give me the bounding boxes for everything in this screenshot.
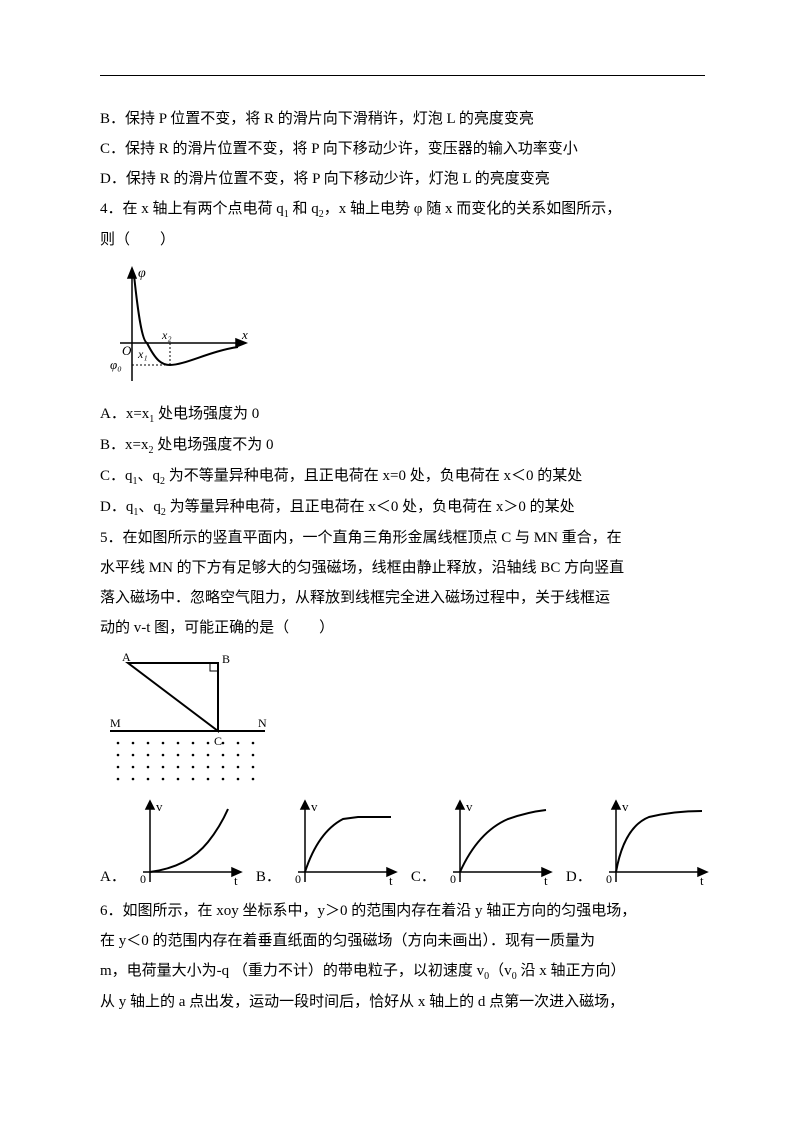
x1-label: x₁	[137, 347, 148, 361]
vt-graph-c: v t 0	[438, 797, 558, 892]
triangle-field-diagram: A B M N C {"x0":18,"y0":92,"dx":15,"dy":…	[100, 651, 705, 791]
q6-t3: 沿 x 轴正方向）	[517, 963, 626, 979]
q4-opt-a: A．x=x1 处电场强度为 0	[100, 399, 705, 430]
q6-l1: 6．如图所示，在 xoy 坐标系中，y＞0 的范围内存在着沿 y 轴正方向的匀强…	[100, 896, 705, 926]
vt-b-ylabel: v	[311, 799, 318, 814]
opt-a-text: A．x=x	[100, 406, 149, 422]
q4-opt-d: D．q1、q2 为等量异种电荷，且正电荷在 x＜0 处，负电荷在 x＞0 的某处	[100, 492, 705, 523]
opt-c-t1: C．q	[100, 468, 133, 484]
phi-label: φ	[138, 266, 146, 281]
opt-c-t3: 为不等量异种电荷，且正电荷在 x=0 处，负电荷在 x＜0 的某处	[165, 468, 582, 484]
vt-d-ylabel: v	[622, 799, 629, 814]
q4-line1: 4．在 x 轴上有两个点电荷 q1 和 q2，x 轴上电势 φ 随 x 而变化的…	[100, 194, 705, 225]
label-C: C	[214, 734, 222, 748]
opt-label-a: A．	[100, 862, 126, 892]
q4-text-2: 和 q	[289, 201, 319, 217]
q6-l3: m，电荷量大小为-q （重力不计）的带电粒子，以初速度 v0（v0 沿 x 轴正…	[100, 956, 705, 987]
line-c: C．保持 R 的滑片位置不变，将 P 向下移动少许，变压器的输入功率变小	[100, 134, 705, 164]
field-dots	[117, 742, 255, 781]
q4-opt-b: B．x=x2 处电场强度不为 0	[100, 430, 705, 461]
vt-b-origin: 0	[295, 872, 301, 886]
vt-c-xlabel: t	[544, 873, 548, 888]
q6-t1: m，电荷量大小为-q （重力不计）的带电粒子，以初速度 v	[100, 963, 484, 979]
opt-b-text: B．x=x	[100, 437, 148, 453]
vt-c-origin: 0	[450, 872, 456, 886]
line-b: B．保持 P 位置不变，将 R 的滑片向下滑稍许，灯泡 L 的亮度变亮	[100, 104, 705, 134]
label-M: M	[110, 716, 121, 730]
label-N: N	[258, 716, 267, 730]
vt-options-row: A． v t 0 B． v t	[100, 797, 705, 892]
vt-a-origin: 0	[140, 872, 146, 886]
x2-label: x₂	[161, 328, 172, 342]
q5-l2: 水平线 MN 的下方有足够大的匀强磁场，线框由静止释放，沿轴线 BC 方向竖直	[100, 553, 705, 583]
phi0-label: φ₀	[110, 357, 122, 372]
opt-b-text2: 处电场强度不为 0	[153, 437, 273, 453]
opt-d-t2: 、q	[138, 499, 161, 515]
opt-label-c: C．	[411, 862, 436, 892]
q5-l3: 落入磁场中．忽略空气阻力，从释放到线框完全进入磁场过程中，关于线框运	[100, 583, 705, 613]
q5-l4: 动的 v-t 图，可能正确的是（ ）	[100, 613, 705, 643]
vt-d-xlabel: t	[700, 873, 704, 888]
vt-c-ylabel: v	[466, 799, 473, 814]
origin-label: O	[122, 343, 132, 358]
vt-b-xlabel: t	[389, 873, 393, 888]
vt-a-xlabel: t	[234, 873, 238, 888]
q6-l2: 在 y＜0 的范围内存在着垂直纸面的匀强磁场（方向未画出）．现有一质量为	[100, 926, 705, 956]
q5-l1: 5．在如图所示的竖直平面内，一个直角三角形金属线框顶点 C 与 MN 重合，在	[100, 523, 705, 553]
q4-line2: 则（ ）	[100, 225, 705, 255]
q4-text-3: ，x 轴上电势 φ 随 x 而变化的关系如图所示，	[324, 201, 621, 217]
vt-graph-a: v t 0	[128, 797, 248, 892]
q4-opt-c: C．q1、q2 为不等量异种电荷，且正电荷在 x=0 处，负电荷在 x＜0 的某…	[100, 461, 705, 492]
vt-d-origin: 0	[606, 872, 612, 886]
q6-t2: （v	[489, 963, 512, 979]
vt-a-ylabel: v	[156, 799, 163, 814]
opt-label-d: D．	[566, 862, 592, 892]
line-d: D．保持 R 的滑片位置不变，将 P 向下移动少许，灯泡 L 的亮度变亮	[100, 164, 705, 194]
q4-text-1: 4．在 x 轴上有两个点电荷 q	[100, 201, 284, 217]
opt-c-t2: 、q	[138, 468, 161, 484]
x-axis-label: x	[241, 327, 248, 342]
vt-graph-d: v t 0	[594, 797, 714, 892]
opt-d-t3: 为等量异种电荷，且正电荷在 x＜0 处，负电荷在 x＞0 的某处	[166, 499, 575, 515]
label-B: B	[222, 652, 230, 666]
label-A: A	[122, 651, 131, 664]
phi-x-diagram: φ x O x₁ x₂ φ₀	[100, 263, 705, 393]
opt-a-text2: 处电场强度为 0	[154, 406, 259, 422]
vt-graph-b: v t 0	[283, 797, 403, 892]
opt-label-b: B．	[256, 862, 281, 892]
opt-d-t1: D．q	[100, 499, 133, 515]
q6-l4: 从 y 轴上的 a 点出发，运动一段时间后，恰好从 x 轴上的 d 点第一次进入…	[100, 987, 705, 1017]
